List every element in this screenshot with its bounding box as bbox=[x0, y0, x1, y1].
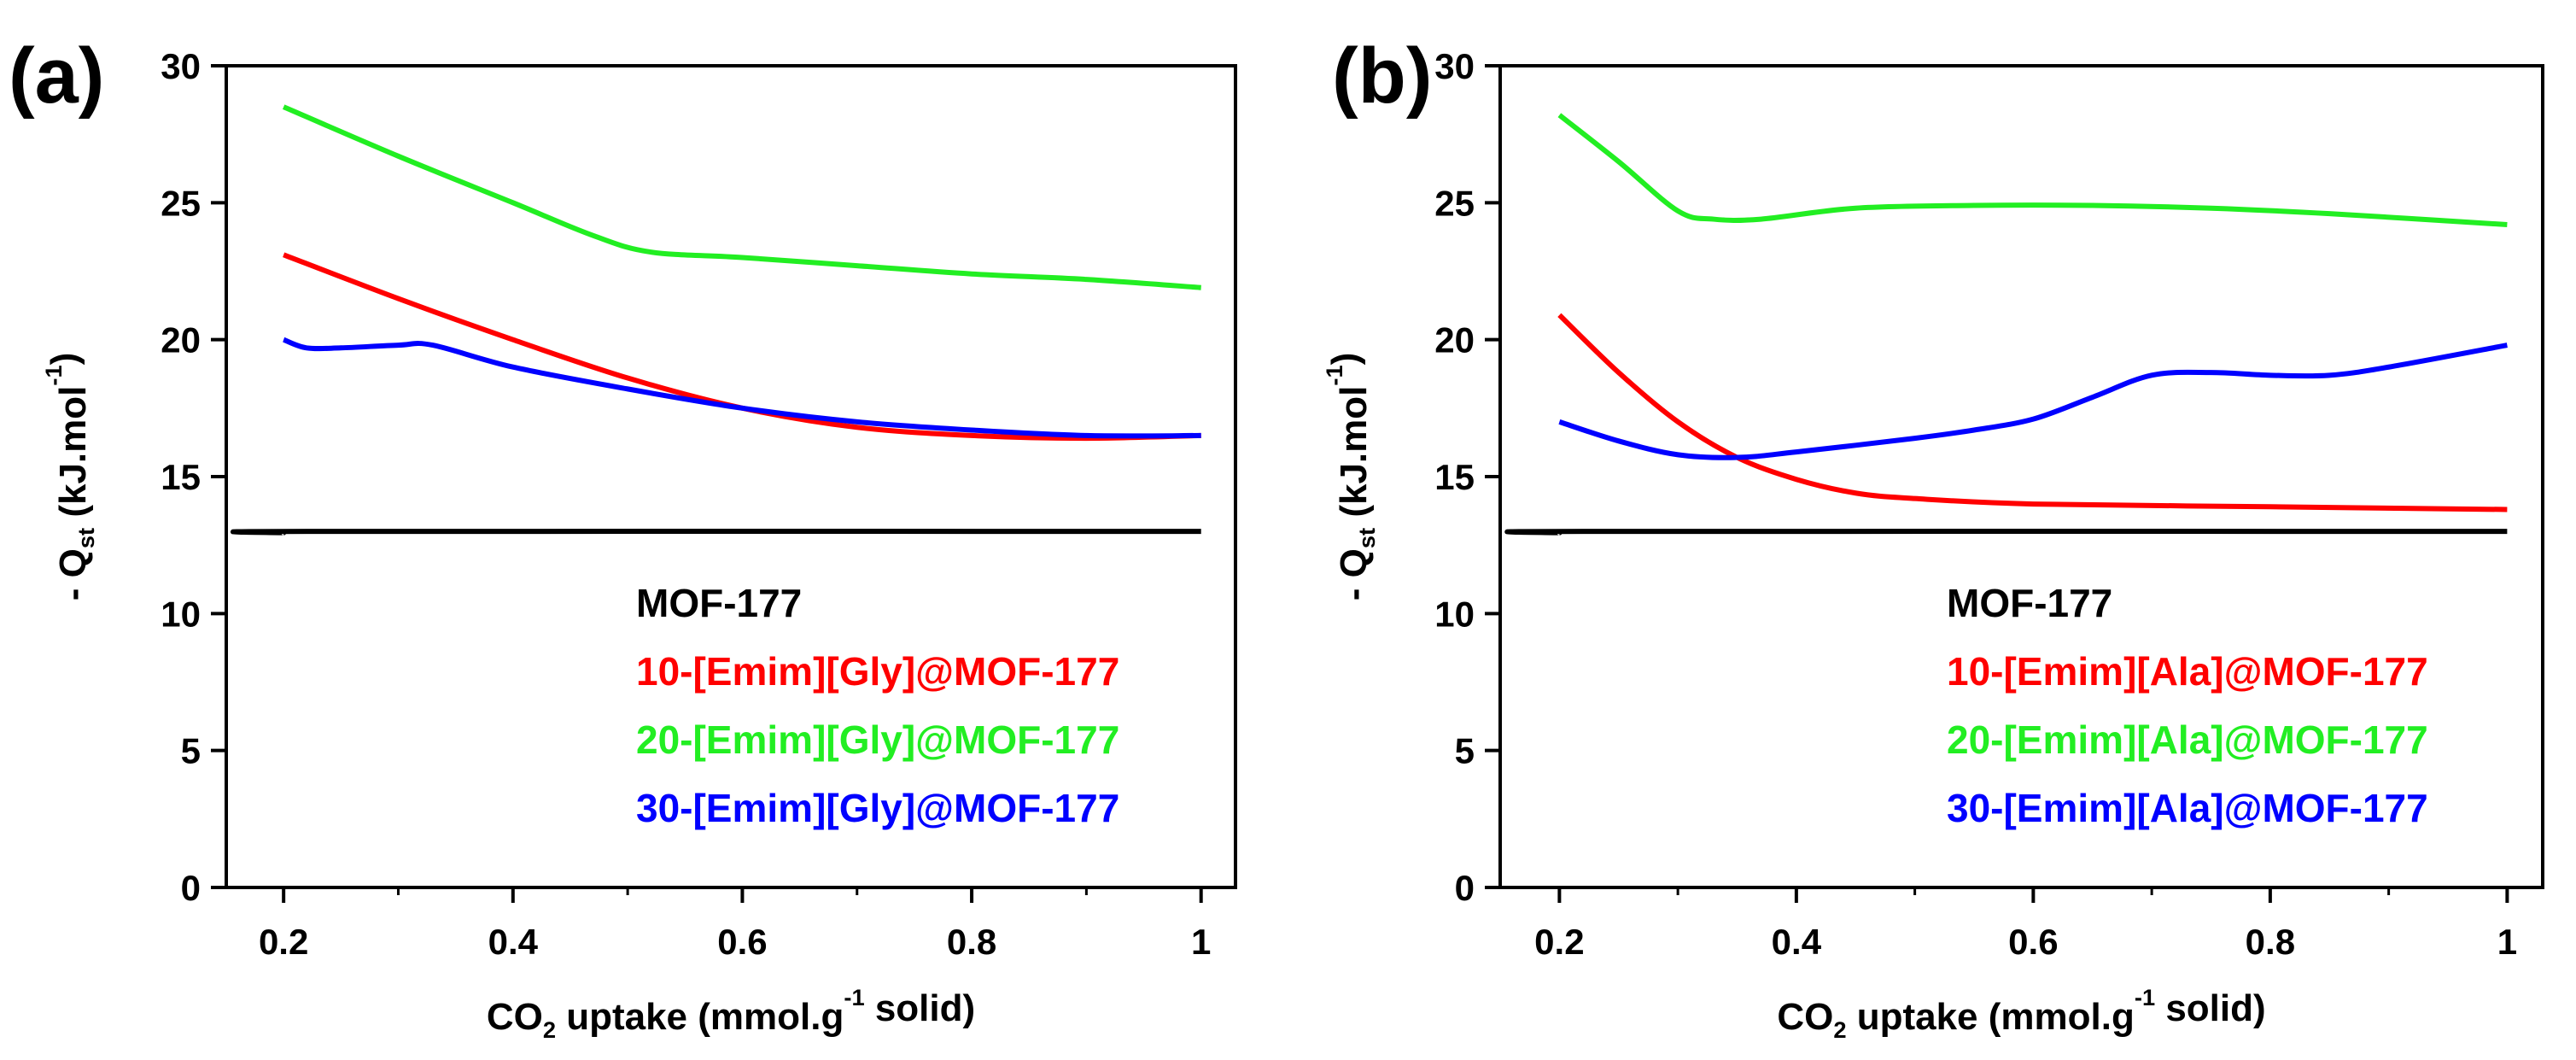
y-axis-label-sub: st bbox=[1353, 528, 1380, 548]
y-tick-label: 20 bbox=[161, 320, 201, 360]
panel-label: (b) bbox=[1332, 32, 1432, 120]
x-axis-label-sub: 2 bbox=[543, 1016, 556, 1043]
x-tick-label: 0.2 bbox=[1534, 922, 1584, 962]
x-tick-label: 0.8 bbox=[947, 922, 996, 962]
y-tick-label: 15 bbox=[161, 457, 201, 497]
y-tick-label: 25 bbox=[161, 183, 201, 223]
x-tick-label: 0.6 bbox=[717, 922, 767, 962]
y-tick-label: 30 bbox=[161, 46, 201, 86]
legend-entry: MOF-177 bbox=[636, 581, 802, 625]
x-axis-label: CO2 uptake (mmol.g-1 solid) bbox=[1777, 984, 2265, 1043]
series-line-2 bbox=[282, 104, 1201, 290]
y-axis-label-pre: - Q bbox=[52, 548, 94, 600]
legend-entry: 30-[Emim][Gly]@MOF-177 bbox=[636, 786, 1119, 830]
x-tick-label: 0.6 bbox=[2008, 922, 2058, 962]
y-axis-label: - Qst (kJ.mol-1) bbox=[40, 353, 99, 601]
x-axis-label-pre: CO bbox=[487, 996, 543, 1038]
chart-panel-a: (a) 0 5 10 15 20 25 30 0.2 0.4 0.6 0.8 1 CO2 uptake (… bbox=[9, 32, 1237, 1043]
x-tick-label: 0.2 bbox=[259, 922, 308, 962]
y-axis-label-sub: st bbox=[73, 528, 99, 548]
x-tick-label: 0.4 bbox=[1772, 922, 1822, 962]
legend-entry: 20-[Emim][Ala]@MOF-177 bbox=[1947, 717, 2428, 762]
y-axis-label: - Qst (kJ.mol-1) bbox=[1321, 353, 1380, 601]
series-line-1 bbox=[283, 252, 1201, 442]
legend-entry: 10-[Emim][Ala]@MOF-177 bbox=[1947, 649, 2428, 694]
y-tick-label: 5 bbox=[1455, 731, 1475, 771]
y-axis-label-mid: (kJ.mol bbox=[1333, 386, 1375, 528]
x-tick-label: 0.8 bbox=[2246, 922, 2295, 962]
legend-entry: 20-[Emim][Gly]@MOF-177 bbox=[636, 717, 1119, 762]
y-tick-label: 0 bbox=[1455, 868, 1475, 908]
x-tick-label: 1 bbox=[1191, 922, 1211, 962]
y-axis-label-sup: -1 bbox=[40, 365, 67, 385]
y-axis-label-pre: - Q bbox=[1333, 548, 1375, 600]
y-tick-label: 10 bbox=[1434, 594, 1475, 634]
series-line-3 bbox=[283, 337, 1201, 439]
y-axis-label-sup: -1 bbox=[1321, 365, 1347, 385]
x-axis-label-mid: uptake (mmol.g bbox=[1846, 996, 2134, 1038]
x-axis-label-post: solid) bbox=[2155, 987, 2266, 1029]
x-axis-label-sup: -1 bbox=[2135, 984, 2155, 1010]
y-axis-label-mid: (kJ.mol bbox=[52, 386, 94, 528]
legend-entry: MOF-177 bbox=[1947, 581, 2112, 625]
legend-entry: 30-[Emim][Ala]@MOF-177 bbox=[1947, 786, 2428, 830]
y-tick-label: 0 bbox=[181, 868, 201, 908]
x-axis-label-post: solid) bbox=[865, 987, 976, 1029]
x-axis-label-pre: CO bbox=[1777, 996, 1833, 1038]
y-tick-label: 10 bbox=[161, 594, 201, 634]
chart-panel-b: (b) 0 5 10 15 20 25 30 0.2 0.4 0.6 0.8 1 CO2 uptake (… bbox=[1321, 32, 2544, 1043]
x-tick-label: 0.4 bbox=[488, 922, 539, 962]
x-axis-label: CO2 uptake (mmol.g-1 solid) bbox=[487, 984, 975, 1043]
series-line-3 bbox=[1558, 343, 2508, 460]
panel-label: (a) bbox=[9, 32, 104, 120]
x-axis-label-sup: -1 bbox=[844, 984, 864, 1010]
y-axis-label-post: ) bbox=[1324, 353, 1366, 366]
plot-frame bbox=[1498, 64, 2544, 889]
x-tick-label: 1 bbox=[2497, 922, 2517, 962]
y-tick-label: 20 bbox=[1434, 320, 1475, 360]
y-tick-label: 5 bbox=[181, 731, 201, 771]
y-tick-label: 15 bbox=[1434, 457, 1475, 497]
x-axis-label-sub: 2 bbox=[1833, 1016, 1846, 1043]
series-line-1 bbox=[1557, 313, 2508, 512]
y-tick-label: 30 bbox=[1434, 46, 1475, 86]
series-line-0 bbox=[1504, 529, 2508, 536]
series-line-0 bbox=[230, 529, 1201, 536]
y-tick-label: 25 bbox=[1434, 183, 1475, 223]
legend-entry: 10-[Emim][Gly]@MOF-177 bbox=[636, 649, 1119, 694]
plot-frame bbox=[225, 64, 1237, 889]
series-line-2 bbox=[1557, 113, 2508, 227]
y-axis-label-post: ) bbox=[44, 353, 85, 366]
x-axis-label-mid: uptake (mmol.g bbox=[556, 996, 844, 1038]
